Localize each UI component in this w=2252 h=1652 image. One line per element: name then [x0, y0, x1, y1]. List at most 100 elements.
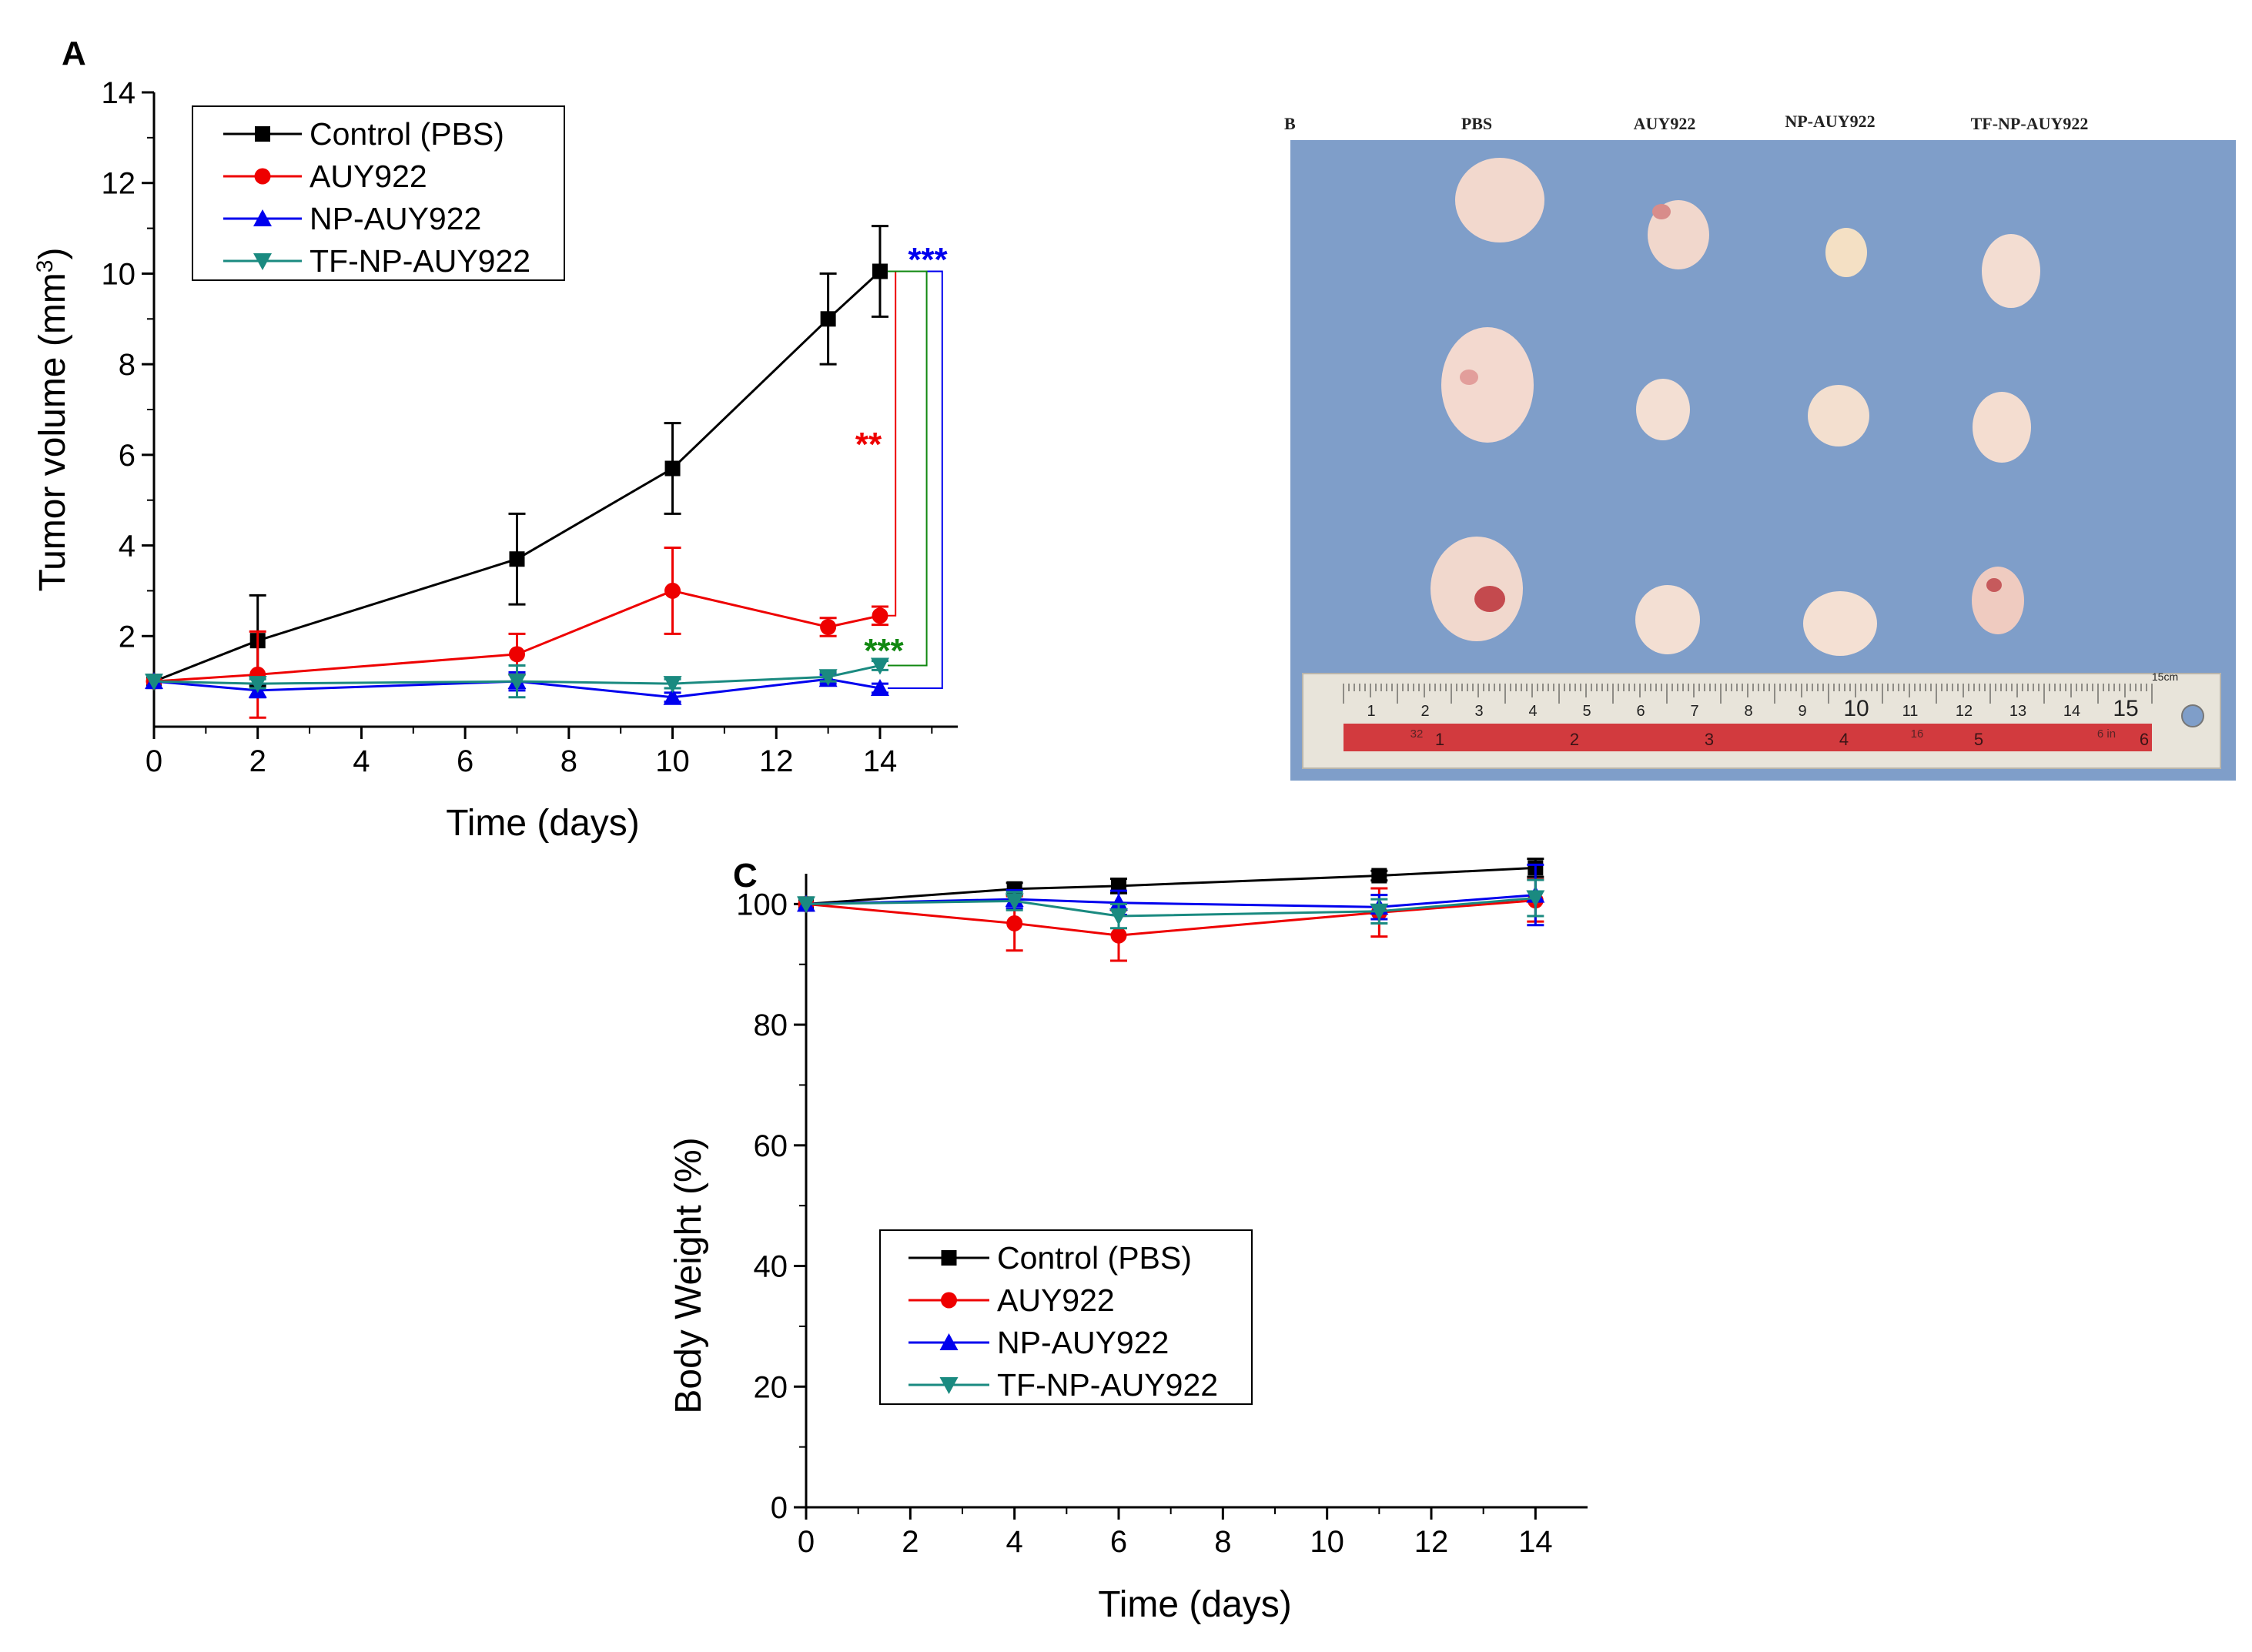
ruler-cm-number: 12 [1956, 703, 1973, 720]
panel-a-axes: 0 2 4 6 8 10 12 14 2 4 6 8 10 12 14 [102, 76, 958, 778]
ruler-cm-number: 6 [1636, 703, 1645, 720]
x-tick-label: 10 [1310, 1525, 1344, 1559]
x-tick-label: 6 [1110, 1525, 1127, 1559]
legend-marker [253, 209, 272, 226]
tumor-sample [1825, 228, 1867, 277]
significance-bracket [887, 270, 928, 667]
ruler-cm-number: 8 [1744, 703, 1752, 720]
legend-box [192, 105, 565, 281]
panel-b-label: B [1284, 114, 1296, 133]
x-tick-label: 2 [249, 744, 266, 778]
tumor-sample [1808, 385, 1869, 446]
y-tick-label: 14 [102, 76, 136, 110]
ruler-inch-numbers: 1 2 3 4 5 6 32 16 6 in [1410, 727, 2149, 749]
legend-np-auy922-label: NP-AUY922 [310, 201, 481, 236]
y-title-close: ) [32, 248, 73, 260]
data-point [509, 551, 525, 567]
data-point [507, 674, 527, 691]
ruler: 15cm 1 2 3 4 5 6 7 8 9 10 11 12 13 14 15 1 2 3 4 5 632 16 6 i… [1302, 670, 2221, 769]
ruler-band [1344, 724, 2152, 751]
y-title-superscript: 3 [32, 260, 58, 273]
ruler-cm-number: 9 [1798, 703, 1806, 720]
data-point [820, 619, 837, 636]
annotation-auy-significance: ** [855, 426, 882, 463]
ruler-inch-number: 6 [2140, 730, 2149, 749]
legend-auy922-label: AUY922 [310, 159, 427, 194]
y-tick-label: 60 [754, 1129, 788, 1163]
legend-marker [939, 1377, 959, 1394]
ruler-cm-number: 3 [1474, 703, 1483, 720]
panel-c-series [797, 858, 1545, 962]
ruler-small-label: 6 in [2097, 727, 2116, 741]
data-point [820, 311, 836, 327]
x-tick-label: 14 [863, 744, 898, 778]
photo-column-auy922: AUY922 [1634, 114, 1696, 133]
ruler-cm-number: 1 [1367, 703, 1375, 720]
ruler-cm-number: 14 [2063, 703, 2080, 720]
panel-c-x-axis-title: Time (days) [1098, 1584, 1292, 1625]
ruler-small-label: 32 [1410, 727, 1424, 741]
y-tick-label: 40 [754, 1250, 788, 1284]
tumor-sample [1972, 567, 2024, 634]
series-line [153, 589, 881, 683]
y-tick-label: 8 [119, 348, 136, 382]
x-tick-label: 12 [1414, 1525, 1449, 1559]
data-point [1371, 868, 1387, 884]
y-tick-label: 20 [754, 1370, 788, 1404]
panel-c-y-axis-title: Body Weight (%) [668, 1137, 709, 1413]
legend-marker [941, 1250, 957, 1266]
data-point [508, 646, 525, 663]
data-point [872, 607, 888, 624]
ruler-ticks [1343, 684, 2153, 704]
ruler-inch-number: 1 [1435, 730, 1444, 749]
panel-a-x-axis-title: Time (days) [446, 803, 640, 844]
x-tick-label: 8 [1214, 1525, 1231, 1559]
y-tick-label: 80 [754, 1008, 788, 1042]
tumor-sample [1982, 234, 2040, 308]
series-line [153, 664, 881, 685]
x-tick-label: 0 [146, 744, 162, 778]
legend-auy922-label: AUY922 [997, 1282, 1115, 1318]
x-tick-label: 4 [1006, 1525, 1023, 1559]
legend-marks [223, 126, 302, 270]
x-tick-label: 12 [759, 744, 794, 778]
data-point [1526, 890, 1545, 908]
data-point [1110, 927, 1127, 944]
legend-marker [255, 126, 270, 142]
data-point [664, 582, 681, 599]
legend-control-label: Control (PBS) [310, 116, 504, 152]
y-tick-label: 12 [102, 167, 136, 201]
ruler-cm-number: 15 [2113, 696, 2138, 721]
ruler-unit: 15cm [2152, 670, 2178, 683]
photo-column-pbs: PBS [1461, 114, 1492, 133]
ruler-inch-number: 2 [1570, 730, 1579, 749]
y-tick-label: 4 [119, 530, 136, 563]
ruler-cm-numbers: 1 2 3 4 5 6 7 8 9 10 11 12 13 14 15 [1367, 696, 2138, 721]
ruler-cm-number: 13 [2009, 703, 2026, 720]
data-point [870, 678, 889, 696]
y-title-base: Tumor volume (mm [32, 273, 73, 591]
data-point [248, 676, 267, 694]
data-point [1109, 908, 1128, 926]
data-point [1109, 893, 1128, 911]
significance-bracket [887, 270, 897, 617]
ruler-cm-number: 11 [1902, 703, 1919, 720]
panel-a-label: A [62, 35, 86, 72]
data-point [870, 657, 889, 675]
ruler-cm-number: 5 [1582, 703, 1591, 720]
ruler-body [1302, 673, 2221, 769]
tumor-sample [1441, 327, 1534, 443]
y-tick-label: 0 [771, 1491, 788, 1525]
tumor-samples [1431, 158, 2040, 656]
tumor-sample [1803, 591, 1877, 656]
annotation-tf-significance: *** [864, 632, 904, 670]
tumor-sample [1455, 158, 1544, 242]
tumor-spot [1652, 204, 1671, 219]
data-point [145, 674, 163, 691]
legend-marker [253, 253, 272, 270]
series-line [153, 677, 881, 699]
ruler-cm-number: 7 [1690, 703, 1698, 720]
ruler-small-label: 16 [1911, 727, 1924, 741]
ruler-hole [2181, 704, 2204, 727]
